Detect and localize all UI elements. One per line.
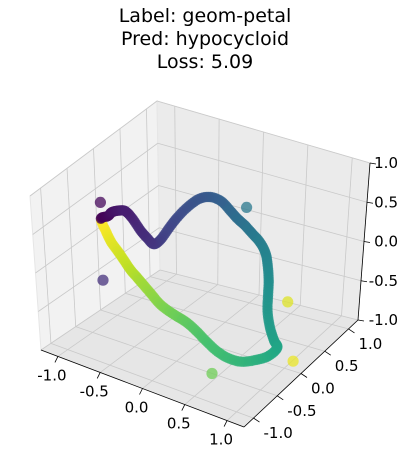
tick-labels: -1.0-0.50.00.51.0 -1.0-0.50.00.51.0-1.0-0…	[37, 154, 398, 449]
gridline-y-floor	[75, 326, 278, 397]
scatter-point	[94, 196, 106, 208]
gridline-z-side	[35, 185, 159, 274]
x-tick-mark	[54, 356, 59, 363]
z-tick-label: -1.0	[369, 311, 398, 329]
axes-3d: -1.0-0.50.00.51.0 -1.0-0.50.00.51.0-1.0-0…	[29, 100, 398, 449]
scatter-point	[282, 296, 294, 308]
gridline-y-floor	[50, 342, 254, 419]
gridline-z-back	[156, 100, 371, 164]
gridline-z-back	[158, 185, 365, 242]
z-tick-mark	[357, 319, 365, 322]
title-loss-line: Loss: 5.09	[157, 51, 253, 73]
scatter-points	[94, 191, 299, 380]
y-tick-mark	[348, 328, 355, 334]
y-tick-label: -1.0	[264, 424, 293, 442]
x-tick-mark	[96, 372, 101, 379]
z-tick-label: 0.5	[374, 193, 398, 211]
z-tick-label: 1.0	[374, 154, 398, 172]
z-tick-mark	[360, 280, 368, 283]
x-tick-mark	[223, 420, 228, 427]
z-tick-mark	[366, 201, 374, 204]
y-tick-label: -0.5	[287, 402, 316, 420]
y-tick-label: 1.0	[359, 335, 383, 353]
z-tick-label: 0.0	[374, 233, 398, 251]
x-tick-label: 0.0	[125, 399, 149, 417]
gridline-z-back	[157, 142, 368, 203]
scatter-point	[241, 201, 253, 213]
gridline-z-back	[159, 227, 362, 282]
y-tick-mark	[300, 373, 308, 378]
x-tick-label: -0.5	[80, 382, 109, 400]
scatter-point	[120, 205, 131, 217]
chart-title: Label: geom-petal Pred: hypocycloid Loss…	[119, 5, 292, 73]
x-tick-mark	[139, 388, 143, 395]
z-tick-label: -0.5	[369, 272, 398, 290]
gridline-y-floor	[149, 276, 349, 330]
y-tick-label: 0.0	[311, 380, 335, 398]
gridline-z-back	[159, 269, 359, 321]
x-tick-label: 1.0	[209, 431, 233, 449]
y-tick-mark	[324, 350, 331, 356]
gridline-z-side	[38, 227, 160, 312]
y-tick-mark	[277, 395, 284, 401]
x-tick-mark	[181, 404, 186, 411]
y-tick-label: 0.5	[335, 357, 359, 375]
scatter-point	[205, 340, 216, 351]
x-tick-label: -1.0	[37, 366, 66, 384]
scatter-point	[287, 355, 299, 367]
gridline-z-side	[29, 100, 158, 197]
y-tick-mark	[253, 417, 260, 423]
x-tick-label: 0.5	[167, 415, 191, 433]
z-tick-mark	[369, 162, 377, 165]
z-tick-mark	[363, 241, 371, 243]
gridline-z-side	[32, 142, 158, 235]
scatter-point	[206, 367, 218, 380]
title-pred-line: Pred: hypocycloid	[121, 28, 289, 50]
scatter-point	[97, 274, 109, 286]
title-label-line: Label: geom-petal	[119, 5, 292, 27]
